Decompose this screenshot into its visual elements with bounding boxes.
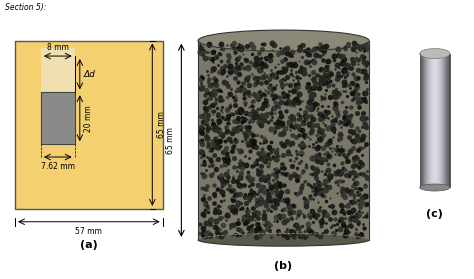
Bar xyxy=(449,54,450,187)
Bar xyxy=(15,40,163,209)
Bar xyxy=(448,54,450,187)
Text: 65 mm: 65 mm xyxy=(166,127,175,154)
Bar xyxy=(445,54,446,187)
Bar xyxy=(421,54,422,187)
Bar xyxy=(433,54,435,187)
Bar xyxy=(433,54,434,187)
Text: 7.62 mm: 7.62 mm xyxy=(41,162,75,171)
Bar xyxy=(437,54,438,187)
Bar xyxy=(442,54,444,187)
Bar xyxy=(428,54,429,187)
Bar xyxy=(438,54,440,187)
Bar xyxy=(443,54,444,187)
Bar xyxy=(420,54,422,187)
Bar xyxy=(434,54,435,187)
Ellipse shape xyxy=(420,184,450,191)
Ellipse shape xyxy=(198,234,369,246)
Bar xyxy=(432,54,433,187)
Bar xyxy=(435,54,436,187)
Bar xyxy=(431,54,432,187)
Bar xyxy=(423,54,424,187)
Text: (b): (b) xyxy=(274,261,292,271)
Ellipse shape xyxy=(198,30,369,51)
Text: (a): (a) xyxy=(80,240,98,250)
Bar xyxy=(429,54,431,187)
Bar xyxy=(430,54,431,187)
Ellipse shape xyxy=(420,49,450,59)
Bar xyxy=(436,54,437,187)
Text: 57 mm: 57 mm xyxy=(75,227,102,236)
Text: 8 mm: 8 mm xyxy=(47,43,69,52)
Bar xyxy=(446,54,447,187)
Bar xyxy=(198,41,369,240)
Bar xyxy=(440,54,441,187)
Bar xyxy=(438,54,439,187)
Bar xyxy=(442,54,443,187)
Bar xyxy=(437,54,438,187)
Bar xyxy=(426,54,427,187)
Bar xyxy=(41,48,74,92)
Text: 20 mm: 20 mm xyxy=(84,105,93,132)
Bar xyxy=(429,54,430,187)
Bar xyxy=(424,54,425,187)
Bar xyxy=(425,54,426,187)
Bar xyxy=(441,54,442,187)
Bar xyxy=(424,54,425,187)
Bar xyxy=(41,92,74,144)
Text: 65 mm: 65 mm xyxy=(157,111,166,138)
Bar xyxy=(444,54,445,187)
Text: Section 5):: Section 5): xyxy=(5,3,46,12)
Bar xyxy=(447,54,448,187)
Bar xyxy=(427,54,428,187)
Text: (c): (c) xyxy=(427,209,443,219)
Text: Δd: Δd xyxy=(84,70,96,79)
Bar xyxy=(439,54,440,187)
Bar xyxy=(448,54,449,187)
Bar xyxy=(420,54,421,187)
Bar xyxy=(446,54,447,187)
Bar xyxy=(422,54,423,187)
